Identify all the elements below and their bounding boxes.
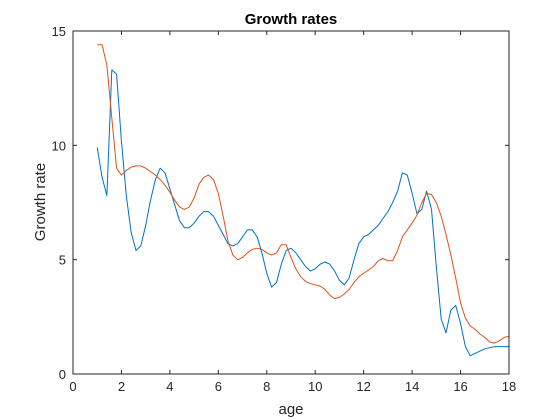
x-tick-label: 4 [166, 379, 173, 394]
x-tick-label: 16 [453, 379, 467, 394]
x-axis-label: age [278, 401, 303, 418]
y-axis-label: Growth rate [32, 163, 49, 241]
series-layer [96, 44, 510, 357]
y-tick-label: 0 [59, 367, 66, 382]
x-tick-label: 10 [308, 379, 322, 394]
y-tick-label: 10 [52, 138, 66, 153]
x-tick-label: 0 [69, 379, 76, 394]
x-tick-label: 8 [263, 379, 270, 394]
x-tick-label: 6 [215, 379, 222, 394]
series-line-1 [96, 69, 509, 357]
chart-title: Growth rates [245, 11, 338, 28]
axes-box [72, 30, 510, 375]
tick-layer: 0 2 4 6 8 10 12 14 16 18 0 5 10 15 [52, 24, 517, 394]
x-tick-label: 12 [356, 379, 370, 394]
plot-area [73, 31, 509, 374]
x-tick-label: 18 [502, 379, 516, 394]
x-tick-label: 14 [405, 379, 419, 394]
x-tick-label: 2 [118, 379, 125, 394]
series-line-2 [97, 44, 510, 344]
y-tick-label: 15 [52, 24, 66, 39]
y-tick-label: 5 [59, 253, 66, 268]
